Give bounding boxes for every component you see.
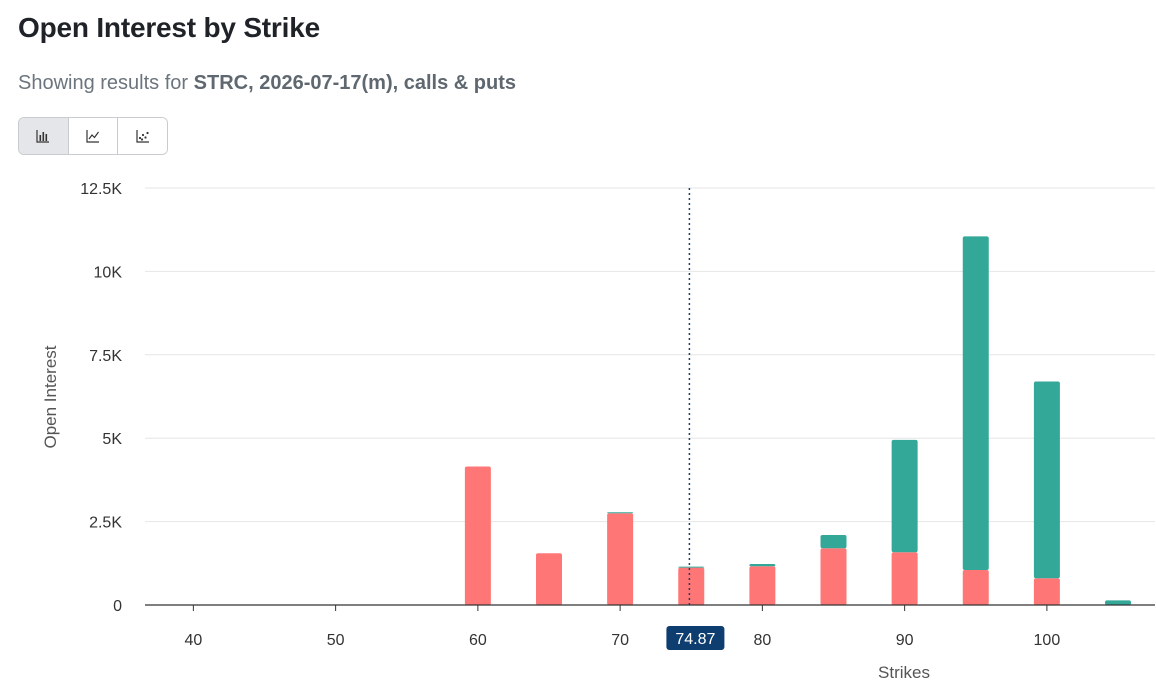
call-bar	[1105, 600, 1132, 605]
put-bar	[464, 466, 491, 605]
x-tick-label: 100	[1034, 632, 1061, 649]
y-tick-label: 2.5K	[89, 515, 122, 532]
spot-price-label: 74.87	[675, 631, 715, 648]
put-bar	[536, 553, 562, 605]
subtitle-query: STRC, 2026-07-17(m), calls & puts	[193, 72, 516, 94]
put-bar	[1033, 578, 1060, 605]
put-bar	[749, 566, 776, 605]
spot-price-badge	[666, 626, 725, 650]
chart-subtitle: Showing results for STRC, 2026-07-17(m),…	[18, 72, 516, 95]
y-tick-label: 5K	[102, 431, 122, 448]
chart-type-toggle	[18, 117, 168, 155]
x-tick-label: 40	[184, 632, 202, 649]
bar-chart-icon	[36, 130, 50, 143]
call-bar	[1033, 381, 1060, 579]
y-axis-title: Open Interest	[41, 345, 60, 448]
call-bar	[820, 534, 847, 549]
scatter-chart-icon	[136, 130, 149, 143]
x-tick-label: 80	[753, 632, 771, 649]
x-tick-label: 60	[469, 632, 487, 649]
call-bar	[607, 512, 634, 514]
subtitle-prefix: Showing results for	[18, 72, 194, 94]
put-bar	[962, 569, 989, 605]
y-tick-label: 12.5K	[80, 181, 122, 198]
call-bar	[678, 566, 705, 568]
call-bar	[891, 439, 918, 553]
put-bar	[820, 548, 847, 605]
y-tick-label: 10K	[94, 264, 123, 281]
call-bar	[962, 236, 989, 570]
put-bar	[891, 552, 918, 605]
call-bar	[749, 563, 776, 567]
x-tick-label: 50	[327, 632, 345, 649]
y-tick-label: 7.5K	[89, 348, 122, 365]
x-tick-label: 90	[896, 632, 914, 649]
chart-title: Open Interest by Strike	[18, 12, 320, 43]
line-chart-button[interactable]	[68, 118, 119, 154]
y-tick-label: 0	[113, 598, 122, 615]
scatter-chart-button[interactable]	[118, 118, 167, 154]
put-bar	[607, 513, 634, 605]
put-bar	[678, 567, 705, 605]
x-axis-title: Strikes	[878, 663, 930, 682]
x-tick-label: 70	[611, 632, 629, 649]
bar-chart-button[interactable]	[19, 118, 69, 154]
line-chart-icon	[86, 130, 99, 143]
